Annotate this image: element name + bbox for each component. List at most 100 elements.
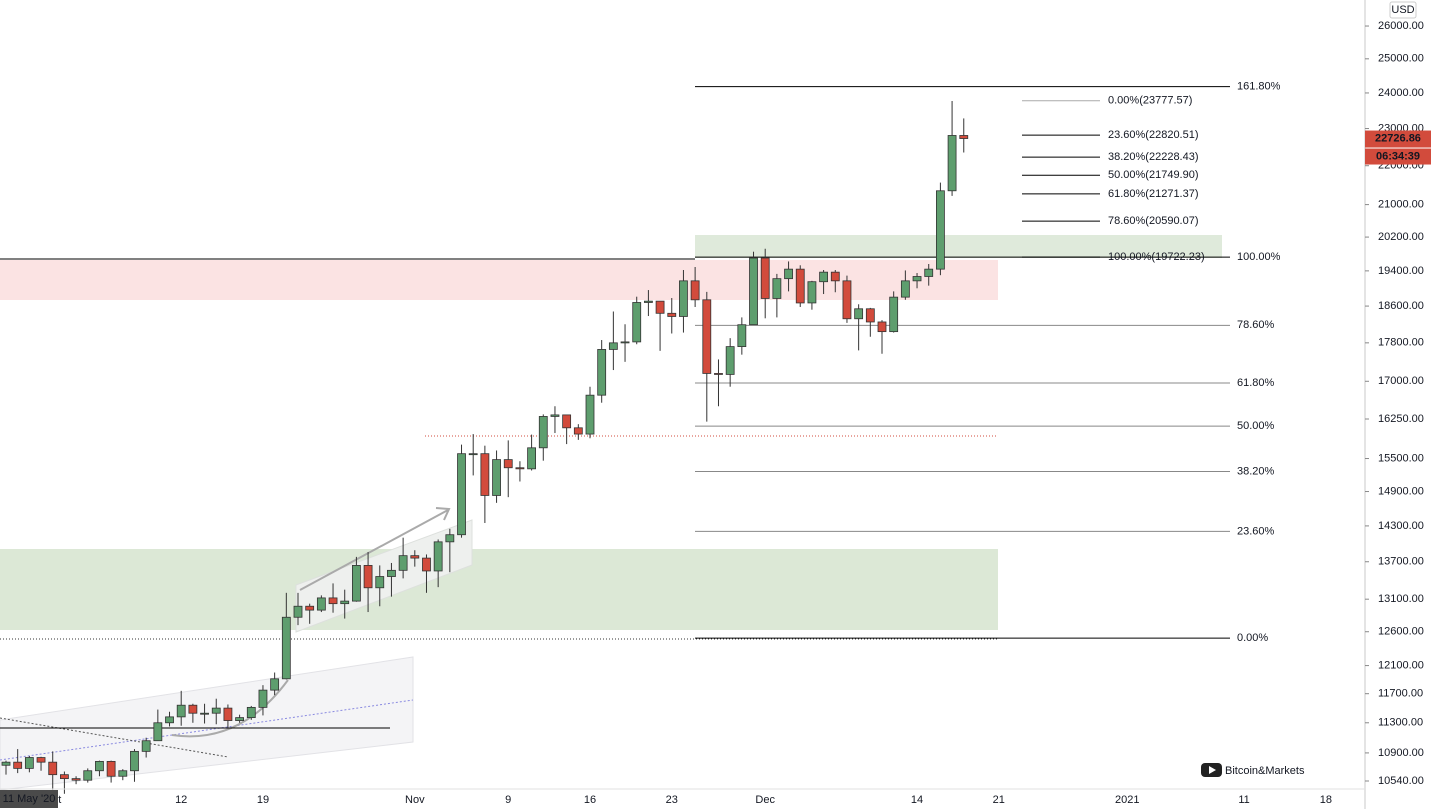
fib-label: 78.60% <box>1237 319 1275 331</box>
y-tick-label: 14300.00 <box>1378 520 1424 532</box>
y-tick-label: 19400.00 <box>1378 265 1424 277</box>
y-tick-label: 20200.00 <box>1378 231 1424 243</box>
candle-body <box>375 576 385 589</box>
candle-body <box>854 308 864 320</box>
y-tick-label: 13700.00 <box>1378 556 1424 568</box>
candle-body <box>573 427 583 435</box>
y-tick-label: 16250.00 <box>1378 413 1424 425</box>
candle-body <box>293 605 303 618</box>
candle-body <box>900 280 910 298</box>
fib-label: 38.20%(22228.43) <box>1108 151 1199 163</box>
x-tick-label: 19 <box>257 794 269 806</box>
y-tick-label: 25000.00 <box>1378 53 1424 65</box>
candle-body <box>725 346 735 375</box>
y-tick-label: 12100.00 <box>1378 659 1424 671</box>
candle-body <box>363 565 373 589</box>
x-tick-label: 14 <box>911 794 923 806</box>
candle-body <box>947 135 957 192</box>
fib-label: 100.00% <box>1237 251 1281 263</box>
y-tick-label: 11700.00 <box>1378 688 1423 700</box>
candle-body <box>398 555 408 571</box>
candle-body <box>807 281 817 304</box>
candle-body <box>340 600 350 605</box>
candle-body <box>118 770 128 777</box>
candle-body <box>316 597 326 611</box>
x-tick-label: 11 <box>1238 794 1249 806</box>
countdown: 06:34:39 <box>1376 150 1420 162</box>
candle-body <box>153 722 163 742</box>
candle-body <box>562 414 572 429</box>
candle-body <box>351 565 361 602</box>
x-tick-label: 12 <box>175 794 187 806</box>
y-tick-label: 24000.00 <box>1378 87 1424 99</box>
candle-body <box>141 740 151 752</box>
x-tick-label: 18 <box>1320 794 1332 806</box>
candle-body <box>1 761 11 766</box>
candle-body <box>422 557 431 572</box>
x-tick-label: 16 <box>584 794 596 806</box>
candle-body <box>457 453 466 536</box>
candle-body <box>445 534 455 543</box>
candle-body <box>258 689 268 708</box>
y-tick-label: 10540.00 <box>1378 775 1424 787</box>
fib-label: 23.60% <box>1237 525 1275 537</box>
candle-body <box>281 616 291 680</box>
curved-arrow <box>171 679 289 738</box>
currency: USD <box>1391 4 1414 16</box>
candle-body <box>95 760 104 772</box>
candle-body <box>480 453 490 496</box>
x-tick-label: 23 <box>666 794 678 806</box>
x-tick-label: 2021 <box>1115 794 1139 806</box>
candle-body <box>48 761 58 776</box>
candle-body <box>830 271 840 282</box>
y-tick-label: 26000.00 <box>1378 20 1424 32</box>
y-tick-label: 12600.00 <box>1378 626 1424 638</box>
candle-body <box>24 757 34 769</box>
candle-body <box>130 750 139 772</box>
candle-body <box>223 707 233 721</box>
candle-body <box>83 770 93 781</box>
y-tick-label: 15500.00 <box>1378 452 1424 464</box>
candle-body <box>13 761 23 769</box>
crosshair-date: 11 May '20 <box>3 793 56 805</box>
candle-body <box>71 778 81 781</box>
candle-body <box>585 394 595 435</box>
fib-label: 100.00%(19722.23) <box>1108 251 1205 263</box>
candle-body <box>877 321 887 333</box>
x-tick-label: 21 <box>993 794 1005 806</box>
fib-label: 50.00%(21749.90) <box>1108 169 1199 181</box>
breakout-zone <box>695 235 1222 258</box>
candle-body <box>737 324 747 348</box>
candle-body <box>924 268 934 277</box>
candle-body <box>690 280 700 301</box>
candle-body <box>959 135 969 139</box>
fib-label: 61.80%(21271.37) <box>1108 188 1199 200</box>
y-tick-label: 18600.00 <box>1378 300 1424 312</box>
candle-body <box>328 597 338 605</box>
x-tick-label: Dec <box>755 794 775 806</box>
last-price-box <box>1365 130 1431 148</box>
y-tick-label: 21000.00 <box>1378 199 1424 211</box>
channel <box>0 656 414 791</box>
fib-label: 23.60%(22820.51) <box>1108 129 1199 141</box>
watermark-play <box>1209 766 1216 774</box>
y-tick-label: 17800.00 <box>1378 337 1424 349</box>
candle-body <box>679 280 688 317</box>
candle-body <box>644 300 653 303</box>
crosshair-date-box <box>0 790 58 808</box>
candle-body <box>936 190 945 270</box>
candle-body <box>468 453 478 456</box>
candle-body <box>176 704 186 718</box>
countdown-box <box>1365 148 1431 165</box>
last-price: 22726.86 <box>1375 132 1421 144</box>
fib-label: 161.80% <box>1237 81 1281 93</box>
candle-body <box>608 342 618 350</box>
candle-body <box>620 341 630 344</box>
arrow <box>299 509 449 591</box>
candle-body <box>410 555 420 559</box>
candle-body <box>387 569 396 577</box>
candle-body <box>106 760 116 777</box>
support-zone <box>0 549 998 630</box>
candle-body <box>819 271 828 283</box>
